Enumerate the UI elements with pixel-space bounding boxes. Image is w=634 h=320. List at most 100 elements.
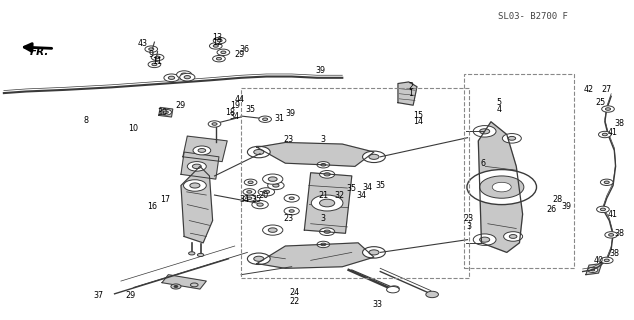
Circle shape	[317, 162, 330, 168]
Circle shape	[164, 111, 169, 114]
Text: 43: 43	[138, 39, 148, 48]
Circle shape	[588, 268, 598, 272]
Circle shape	[164, 74, 179, 82]
Circle shape	[502, 133, 521, 143]
Text: 19: 19	[230, 101, 240, 110]
Circle shape	[169, 76, 174, 79]
Circle shape	[479, 237, 489, 242]
Circle shape	[426, 291, 439, 298]
Text: 9: 9	[149, 50, 154, 59]
Circle shape	[258, 188, 275, 196]
Text: 41: 41	[608, 210, 618, 219]
Text: 29: 29	[126, 291, 136, 300]
Circle shape	[148, 61, 161, 68]
Circle shape	[321, 164, 326, 166]
Polygon shape	[304, 173, 352, 233]
Circle shape	[212, 55, 225, 62]
Text: 34: 34	[363, 183, 373, 192]
Text: 12: 12	[212, 38, 222, 47]
Text: 14: 14	[413, 117, 424, 126]
Text: 33: 33	[372, 300, 382, 309]
Circle shape	[509, 235, 517, 238]
Circle shape	[262, 225, 283, 235]
Polygon shape	[586, 264, 602, 275]
Polygon shape	[159, 108, 172, 117]
Circle shape	[192, 164, 201, 169]
Circle shape	[320, 228, 335, 236]
Text: 13: 13	[212, 33, 222, 42]
Circle shape	[193, 146, 210, 155]
Circle shape	[598, 131, 611, 138]
Circle shape	[602, 133, 607, 136]
Polygon shape	[162, 275, 206, 289]
Circle shape	[257, 203, 263, 206]
Text: 44: 44	[235, 95, 245, 104]
Text: 30: 30	[157, 108, 167, 117]
Circle shape	[263, 190, 269, 194]
Circle shape	[213, 45, 218, 47]
Circle shape	[389, 286, 399, 291]
Circle shape	[597, 206, 609, 212]
Circle shape	[479, 129, 489, 134]
Circle shape	[369, 250, 379, 255]
Circle shape	[221, 51, 226, 53]
Text: 18: 18	[224, 108, 235, 117]
Circle shape	[213, 37, 226, 44]
Circle shape	[216, 57, 221, 60]
Circle shape	[268, 228, 277, 232]
Text: 35: 35	[245, 105, 256, 114]
Circle shape	[145, 46, 158, 52]
Circle shape	[248, 181, 253, 184]
Text: 21: 21	[318, 190, 328, 200]
Circle shape	[605, 232, 618, 238]
Circle shape	[320, 171, 335, 178]
Text: 38: 38	[609, 250, 619, 259]
Circle shape	[609, 234, 614, 236]
Circle shape	[311, 195, 343, 211]
Text: 26: 26	[546, 205, 556, 214]
Polygon shape	[478, 122, 522, 252]
Text: 24: 24	[290, 288, 300, 297]
Circle shape	[243, 195, 256, 201]
Text: 6: 6	[480, 159, 485, 168]
Polygon shape	[183, 136, 227, 162]
Text: 8: 8	[84, 116, 89, 125]
Text: 41: 41	[608, 128, 618, 137]
Text: 39: 39	[285, 109, 295, 118]
Circle shape	[247, 197, 252, 199]
Circle shape	[363, 151, 385, 163]
Circle shape	[363, 247, 385, 258]
Text: 40: 40	[593, 256, 604, 265]
Text: 1: 1	[408, 89, 413, 98]
Text: 34: 34	[239, 195, 249, 204]
Circle shape	[247, 146, 270, 158]
Circle shape	[198, 148, 205, 152]
Text: 35: 35	[375, 181, 385, 190]
Text: 23: 23	[283, 214, 294, 223]
Circle shape	[243, 189, 256, 195]
Text: 17: 17	[160, 195, 171, 204]
Circle shape	[184, 76, 190, 79]
Text: 23: 23	[463, 214, 474, 223]
Circle shape	[591, 269, 595, 271]
Text: 34: 34	[230, 113, 240, 122]
Circle shape	[259, 116, 271, 123]
Circle shape	[320, 199, 335, 207]
Text: 39: 39	[315, 66, 325, 75]
Polygon shape	[257, 142, 374, 166]
Circle shape	[174, 285, 178, 287]
Circle shape	[387, 286, 399, 293]
Circle shape	[247, 253, 270, 265]
Text: 35: 35	[252, 195, 262, 204]
Text: 23: 23	[283, 135, 294, 144]
Circle shape	[467, 170, 536, 204]
Circle shape	[252, 200, 268, 209]
Text: 38: 38	[614, 229, 624, 238]
Text: 5: 5	[496, 98, 501, 107]
Circle shape	[600, 257, 613, 264]
Circle shape	[212, 123, 217, 125]
Circle shape	[289, 197, 294, 199]
Circle shape	[190, 283, 198, 287]
Circle shape	[492, 182, 511, 192]
Circle shape	[262, 174, 283, 184]
